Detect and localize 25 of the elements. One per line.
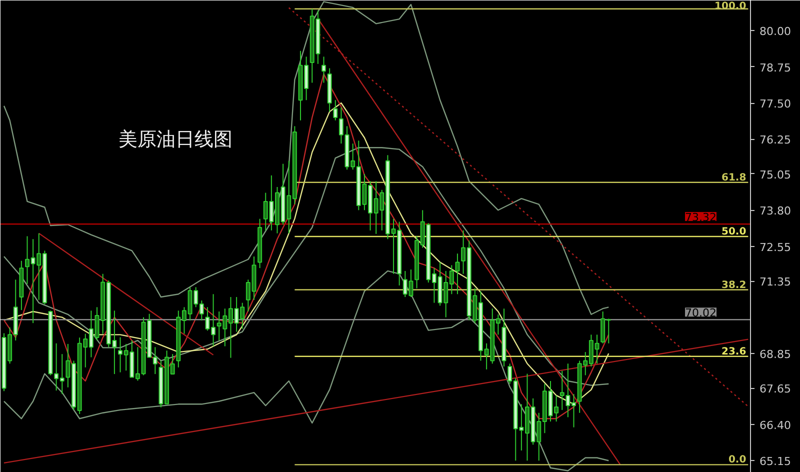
line-series <box>3 270 610 472</box>
line-series <box>3 147 610 386</box>
y-tick-label: 80.00 <box>760 25 791 38</box>
y-tick-label: 66.40 <box>760 418 791 432</box>
candlestick <box>322 56 326 84</box>
series-label: 61.8 <box>722 172 746 184</box>
y-tick-label: 73.80 <box>760 204 791 218</box>
series-label: 38.2 <box>722 280 746 291</box>
line-series <box>3 1 610 315</box>
y-tick-label: 76.25 <box>760 134 791 147</box>
y-tick-label: 72.55 <box>760 240 791 254</box>
y-tick-label: 78.75 <box>760 61 791 74</box>
ref-line-label: 73.32 <box>685 211 717 224</box>
text: 美原油日线图 <box>118 128 232 150</box>
series-label: 23.6 <box>722 346 746 358</box>
y-tick-label: 75.05 <box>760 168 791 182</box>
y-tick-label: 65.15 <box>760 455 791 468</box>
y-tick-label: 68.85 <box>760 348 791 361</box>
ref-line-label: 70.02 <box>685 306 717 320</box>
y-tick-label: 71.35 <box>760 276 791 289</box>
y-tick-label: 77.50 <box>760 98 791 111</box>
series-label: 0.0 <box>728 454 746 466</box>
candlestick <box>333 100 338 121</box>
y-tick-label: 67.65 <box>760 382 791 396</box>
series-label: 50.0 <box>722 226 746 238</box>
